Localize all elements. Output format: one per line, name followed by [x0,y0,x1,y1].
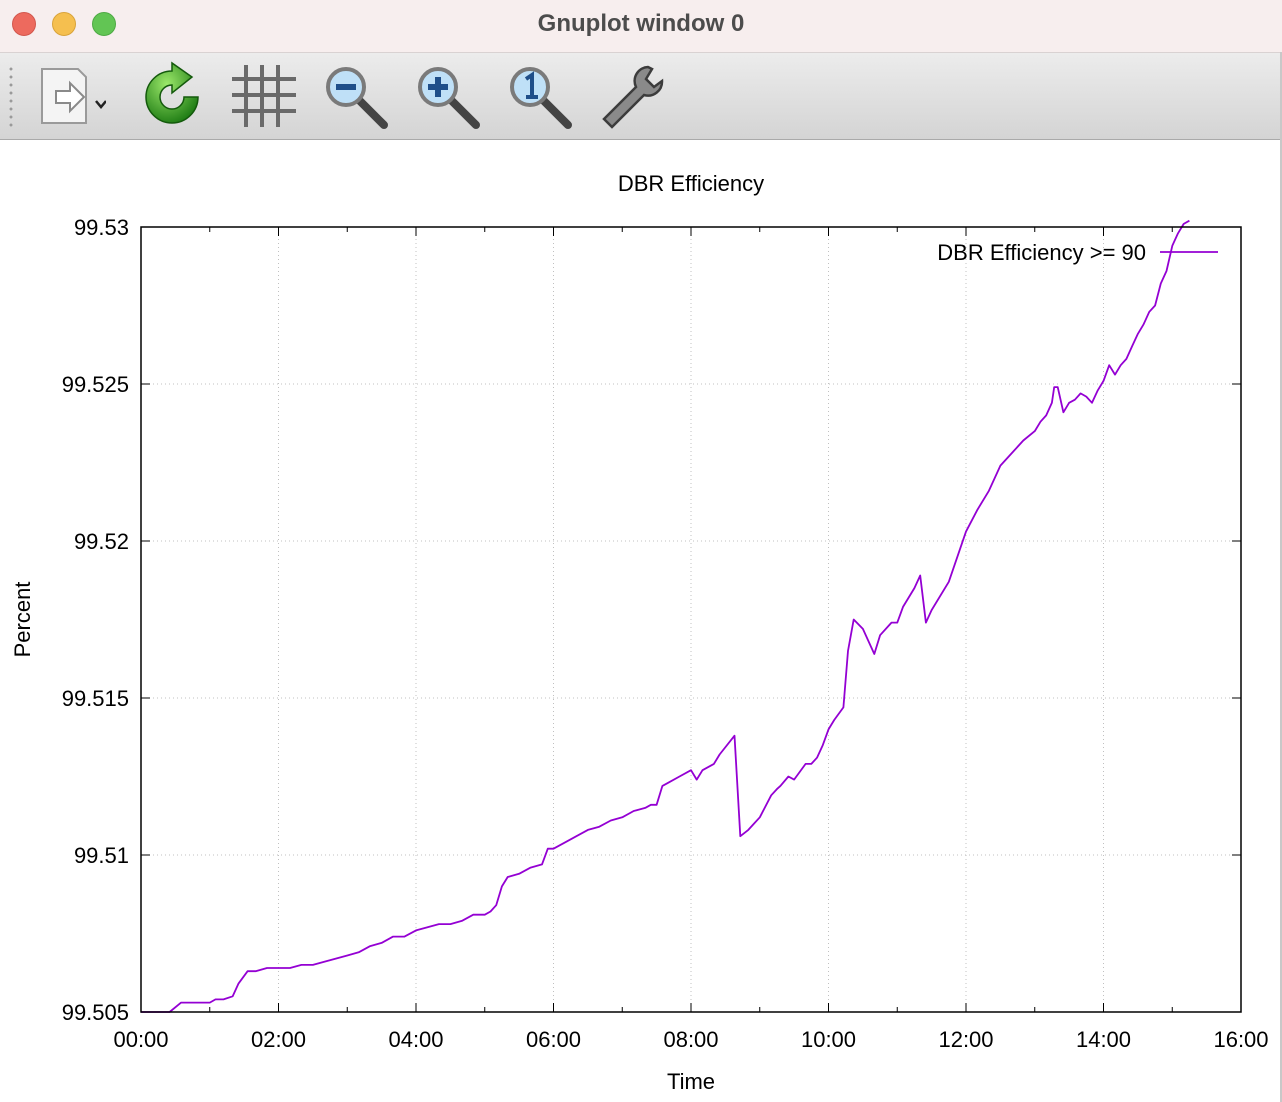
y-tick-label: 99.51 [74,843,129,868]
x-axis-label: Time [667,1069,715,1094]
chart-svg: 00:00 02:00 04:00 06:00 08:00 10:00 12:00 14:00… [10,171,1269,1094]
zoom-reset-button[interactable] [504,61,576,133]
legend-label: DBR Efficiency >= 90 [937,240,1146,265]
x-tick-label: 02:00 [251,1027,306,1052]
toolbar [0,53,1282,140]
y-tick-label: 99.52 [74,529,129,554]
y-tick-label: 99.53 [74,215,129,240]
minimize-button[interactable] [52,12,76,36]
export-button[interactable] [34,61,106,133]
y-axis-label: Percent [10,582,35,658]
grid-button[interactable] [228,61,300,133]
series-line [141,219,1190,1013]
toolbar-grip[interactable] [9,65,13,129]
wrench-icon [602,65,664,129]
title-bar[interactable]: Gnuplot window 0 [0,0,1282,53]
x-tick-label: 06:00 [526,1027,581,1052]
plot-area[interactable]: 00:00 02:00 04:00 06:00 08:00 10:00 12:00 14:00… [0,140,1282,1102]
zoom-window-button[interactable] [92,12,116,36]
x-tick-label: 16:00 [1213,1027,1268,1052]
zoom-in-icon [418,67,480,129]
replot-button[interactable] [136,61,208,133]
settings-button[interactable] [596,61,668,133]
window-edge [1280,52,1282,1102]
y-tick-label: 99.505 [62,1000,129,1025]
x-tick-label: 00:00 [113,1027,168,1052]
zoom-reset-icon [510,67,572,129]
close-button[interactable] [12,12,36,36]
zoom-in-button[interactable] [412,61,484,133]
x-tick-label: 08:00 [663,1027,718,1052]
x-tick-label: 04:00 [388,1027,443,1052]
zoom-out-icon [326,67,388,129]
refresh-icon [145,61,199,124]
x-tick-label: 12:00 [938,1027,993,1052]
zoom-out-button[interactable] [320,61,392,133]
y-tick-label: 99.515 [62,686,129,711]
grid-icon [232,65,296,127]
plot-border [140,226,1242,1013]
y-tick-label: 99.525 [62,372,129,397]
x-tick-label: 10:00 [801,1027,856,1052]
window-title: Gnuplot window 0 [537,10,745,37]
x-tick-label: 14:00 [1076,1027,1131,1052]
export-icon [41,68,106,124]
chart-title: DBR Efficiency [618,171,764,196]
